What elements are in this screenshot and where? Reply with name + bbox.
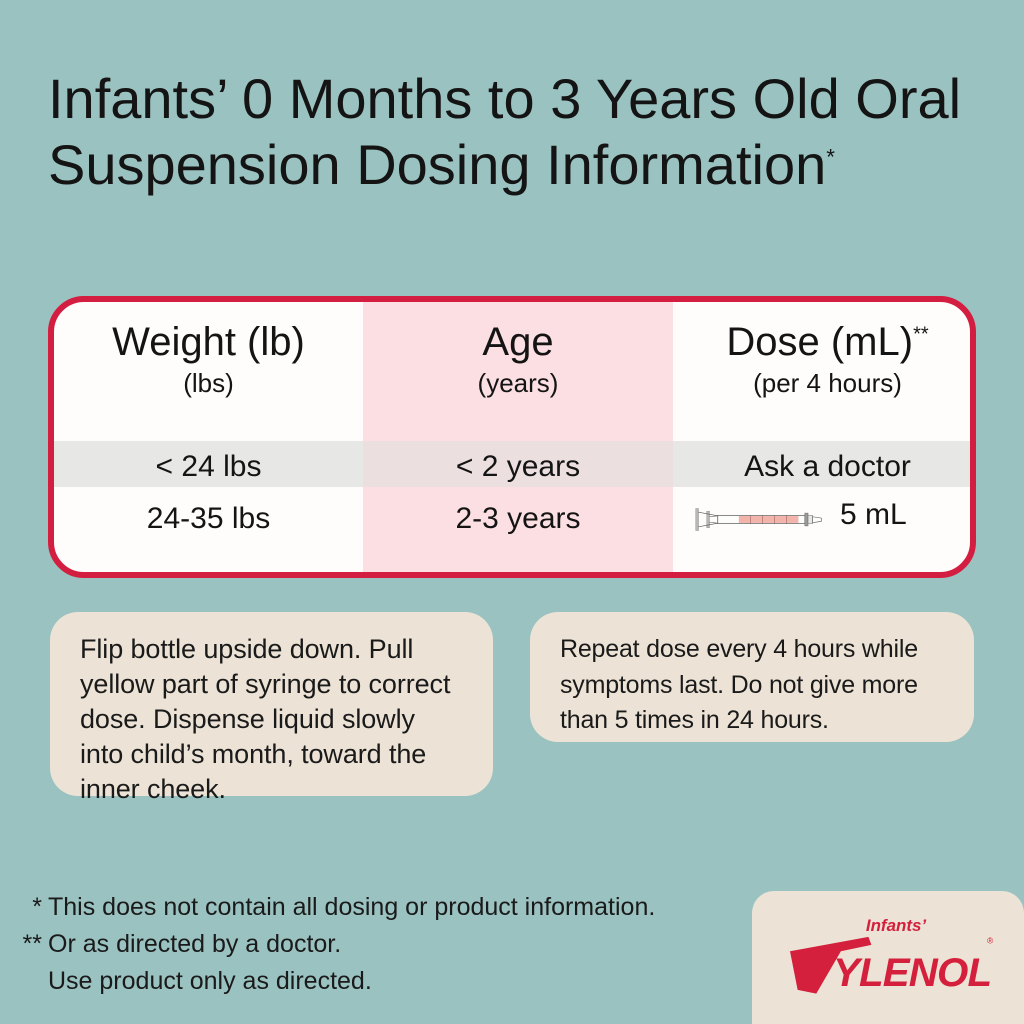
svg-text:Infants’: Infants’ — [866, 916, 927, 935]
svg-text:YLENOL: YLENOL — [833, 950, 991, 995]
svg-text:®: ® — [987, 936, 994, 946]
